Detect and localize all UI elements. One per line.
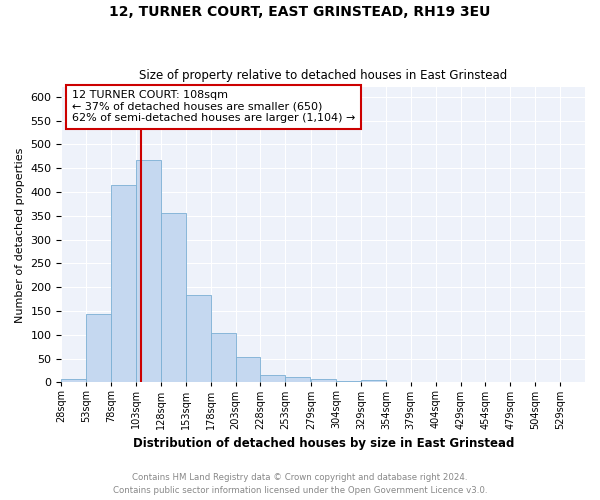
Bar xyxy=(186,296,211,382)
Text: 12 TURNER COURT: 108sqm
← 37% of detached houses are smaller (650)
62% of semi-d: 12 TURNER COURT: 108sqm ← 37% of detache… xyxy=(72,90,355,124)
Text: Contains HM Land Registry data © Crown copyright and database right 2024.
Contai: Contains HM Land Registry data © Crown c… xyxy=(113,474,487,495)
Title: Size of property relative to detached houses in East Grinstead: Size of property relative to detached ho… xyxy=(139,69,508,82)
Text: 12, TURNER COURT, EAST GRINSTEAD, RH19 3EU: 12, TURNER COURT, EAST GRINSTEAD, RH19 3… xyxy=(109,5,491,19)
Bar xyxy=(161,214,186,382)
Bar xyxy=(211,334,236,382)
Bar xyxy=(311,378,336,382)
Bar xyxy=(336,381,361,382)
Bar xyxy=(136,160,161,382)
Bar xyxy=(286,377,310,382)
Bar xyxy=(361,380,386,382)
Bar xyxy=(236,357,260,382)
Y-axis label: Number of detached properties: Number of detached properties xyxy=(15,147,25,322)
Bar xyxy=(260,375,286,382)
Bar xyxy=(86,314,111,382)
Bar xyxy=(61,378,86,382)
Bar xyxy=(111,185,136,382)
X-axis label: Distribution of detached houses by size in East Grinstead: Distribution of detached houses by size … xyxy=(133,437,514,450)
